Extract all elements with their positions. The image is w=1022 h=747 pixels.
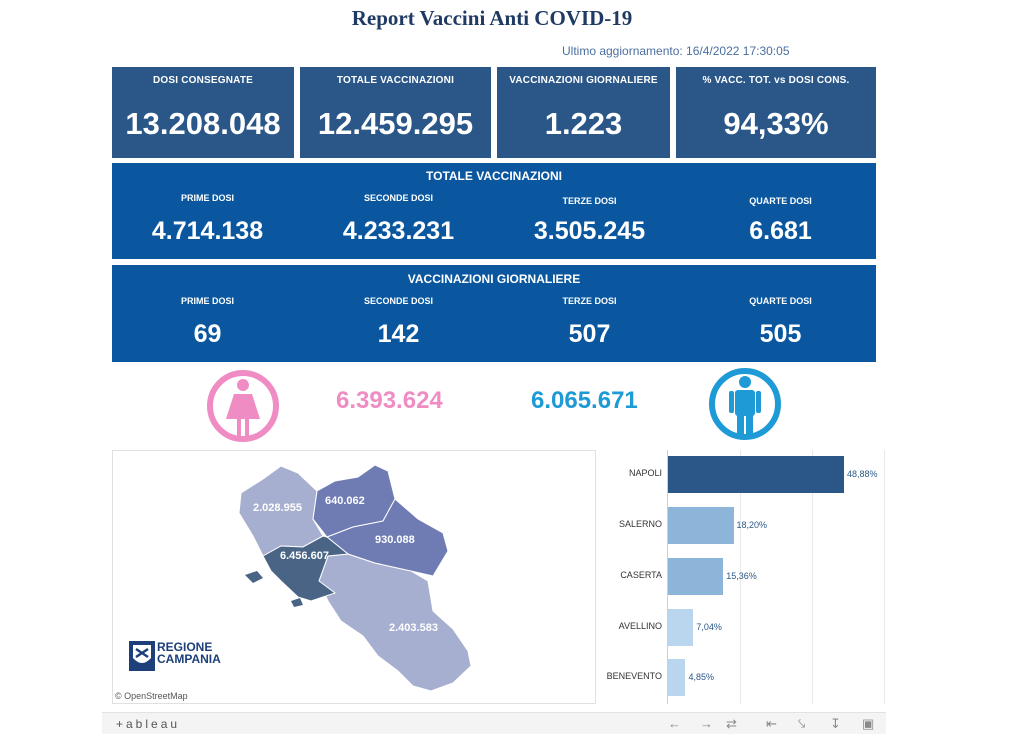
cell-label: TERZE DOSI — [562, 196, 617, 206]
map-label-benevento: 640.062 — [325, 495, 365, 507]
cell-label: QUARTE DOSI — [749, 196, 812, 206]
cell-label: TERZE DOSI — [562, 296, 617, 306]
bar-value-label: 7,04% — [696, 622, 722, 632]
map-region-napoli[interactable] — [262, 535, 350, 602]
map-label-napoli: 6.456.607 — [280, 550, 329, 562]
regione-campania-logo — [129, 641, 155, 671]
bar-grid-line — [884, 450, 885, 704]
bar-value-label: 15,36% — [726, 571, 757, 581]
kpi-totale-vaccinazioni: TOTALE VACCINAZIONI 12.459.295 — [300, 67, 491, 158]
reset-icon[interactable]: ⇤ — [766, 716, 777, 731]
kpi-dosi-consegnate: DOSI CONSEGNATE 13.208.048 — [112, 67, 294, 158]
bar-category-label: CASERTA — [620, 570, 662, 580]
bar-category-label: NAPOLI — [628, 468, 662, 478]
bar-value-label: 18,20% — [736, 520, 768, 530]
map-island-ischia — [245, 571, 263, 583]
totale-seconde-dosi: SECONDE DOSI 4.233.231 — [303, 193, 494, 246]
totale-prime-dosi: PRIME DOSI 4.714.138 — [112, 193, 303, 246]
giornaliere-quarte-dosi: QUARTE DOSI 505 — [685, 296, 876, 349]
bar-chart-axis — [667, 450, 668, 704]
male-icon — [709, 368, 781, 440]
map-label-salerno: 2.403.583 — [389, 622, 438, 634]
cell-value: 3.505.245 — [533, 217, 646, 245]
bar-grid-line — [740, 450, 741, 704]
kpi-vaccinazioni-giornaliere: VACCINAZIONI GIORNALIERE 1.223 — [497, 67, 670, 158]
bar-napoli[interactable] — [668, 456, 844, 493]
bar-avellino[interactable] — [668, 609, 694, 646]
share-icon[interactable]: ⤥ — [798, 716, 806, 731]
kpi-value: 94,33% — [723, 106, 829, 141]
map-island-capri — [291, 598, 303, 607]
cell-value: 505 — [759, 320, 802, 348]
kpi-value: 12.459.295 — [317, 106, 474, 141]
kpi-label: DOSI CONSEGNATE — [152, 75, 254, 86]
totale-terze-dosi: TERZE DOSI 3.505.245 — [494, 196, 685, 246]
totale-quarte-dosi: QUARTE DOSI 6.681 — [685, 196, 876, 246]
giornaliere-seconde-dosi: SECONDE DOSI 142 — [303, 296, 494, 349]
female-total: 6.393.624 — [336, 387, 443, 414]
cell-value: 507 — [568, 320, 611, 348]
panel-title: TOTALE VACCINAZIONI — [426, 169, 562, 183]
bar-salerno[interactable] — [668, 507, 734, 544]
download-icon[interactable]: ↧ — [830, 716, 841, 731]
logo-line-2: CAMPANIA — [157, 652, 221, 666]
map-svg: 2.028.955 640.062 930.088 6.456.607 2.40… — [238, 464, 472, 692]
bar-row-salerno[interactable]: SALERNO 18,20% — [602, 505, 886, 545]
tableau-toolbar: +ableau ← → ⇄ ⇤ ⤥ ↧ ▣ — [102, 712, 886, 734]
redo-icon[interactable]: → — [700, 716, 713, 731]
cell-value: 4.233.231 — [342, 217, 455, 245]
map-label-avellino: 930.088 — [375, 534, 415, 546]
undo-icon[interactable]: ← — [668, 716, 681, 731]
cell-label: SECONDE DOSI — [363, 193, 433, 203]
bar-row-avellino[interactable]: AVELLINO 7,04% — [602, 607, 886, 647]
kpi-percentuale-vacc: % VACC. TOT. vs DOSI CONS. 94,33% — [676, 67, 876, 158]
bar-row-benevento[interactable]: BENEVENTO 4,85% — [602, 657, 886, 697]
cell-value: 6.681 — [749, 217, 812, 245]
bar-value-label: 48,88% — [846, 469, 878, 479]
kpi-label: VACCINAZIONI GIORNALIERE — [509, 75, 658, 86]
last-updated: Ultimo aggiornamento: 16/4/2022 17:30:05 — [562, 44, 790, 58]
bar-category-label: SALERNO — [618, 519, 662, 529]
giornaliere-terze-dosi: TERZE DOSI 507 — [494, 296, 685, 349]
vaccinazioni-giornaliere-panel: VACCINAZIONI GIORNALIERE PRIME DOSI 69 S… — [112, 265, 876, 362]
totale-vaccinazioni-panel: TOTALE VACCINAZIONI PRIME DOSI 4.714.138… — [112, 163, 876, 259]
cell-value: 4.714.138 — [151, 217, 264, 245]
female-icon — [207, 370, 279, 442]
panel-title: VACCINAZIONI GIORNALIERE — [407, 272, 581, 286]
bar-category-label: AVELLINO — [618, 621, 662, 631]
kpi-value: 13.208.048 — [125, 106, 281, 141]
bar-row-caserta[interactable]: CASERTA 15,36% — [602, 556, 886, 596]
revert-icon[interactable]: ⇄ — [726, 716, 737, 731]
map-attribution[interactable]: © OpenStreetMap — [115, 691, 188, 701]
bar-grid-line — [812, 450, 813, 704]
map-label-caserta: 2.028.955 — [253, 502, 302, 514]
cell-label: PRIME DOSI — [180, 193, 234, 203]
kpi-value: 1.223 — [544, 106, 623, 141]
giornaliere-prime-dosi: PRIME DOSI 69 — [112, 296, 303, 349]
kpi-label: TOTALE VACCINAZIONI — [336, 75, 455, 86]
logo-line-1: REGIONE — [157, 640, 213, 654]
logo-text: REGIONE CAMPANIA — [157, 641, 221, 665]
cell-label: QUARTE DOSI — [749, 296, 812, 306]
province-bar-chart: NAPOLI 48,88% SALERNO 18,20% CASERTA 15,36% AV… — [602, 450, 886, 704]
bar-value-label: 4,85% — [688, 672, 714, 682]
cell-label: PRIME DOSI — [180, 296, 234, 306]
male-total: 6.065.671 — [531, 387, 638, 414]
fullscreen-icon[interactable]: ▣ — [862, 716, 875, 731]
campania-map[interactable]: 2.028.955 640.062 930.088 6.456.607 2.40… — [112, 450, 596, 704]
cell-value: 142 — [377, 320, 420, 348]
cell-label: SECONDE DOSI — [363, 296, 433, 306]
bar-caserta[interactable] — [668, 558, 724, 595]
page-title: Report Vaccini Anti COVID-19 — [351, 6, 633, 30]
bar-row-napoli[interactable]: NAPOLI 48,88% — [602, 454, 886, 494]
tableau-logo[interactable]: +ableau — [116, 717, 181, 731]
kpi-label: % VACC. TOT. vs DOSI CONS. — [702, 75, 850, 86]
cell-value: 69 — [193, 320, 222, 348]
bar-benevento[interactable] — [668, 659, 686, 696]
bar-category-label: BENEVENTO — [606, 671, 662, 681]
